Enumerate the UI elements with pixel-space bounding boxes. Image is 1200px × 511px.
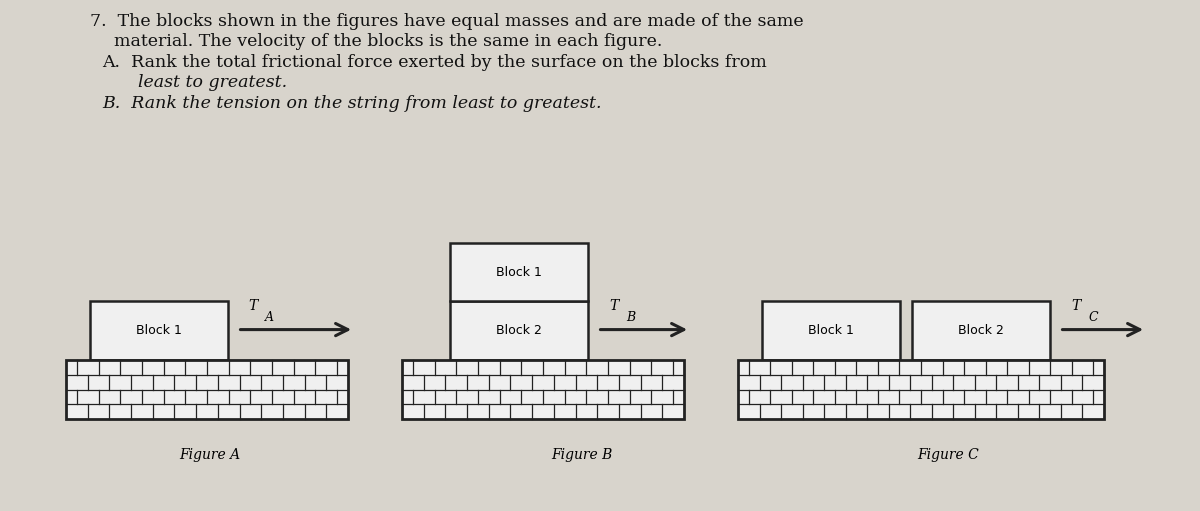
Text: A: A [265, 311, 274, 324]
Bar [912, 301, 1050, 360]
Bar [66, 360, 348, 419]
Bar [738, 360, 1104, 419]
Text: C: C [1088, 311, 1098, 324]
Text: Block 1: Block 1 [496, 266, 542, 278]
Text: Block 2: Block 2 [958, 324, 1004, 337]
Text: A.  Rank the total frictional force exerted by the surface on the blocks from: A. Rank the total frictional force exert… [102, 54, 767, 71]
Text: Figure A: Figure A [180, 449, 240, 462]
Bar [402, 360, 684, 419]
Text: T: T [1072, 299, 1081, 313]
Text: Figure C: Figure C [917, 449, 979, 462]
Text: least to greatest.: least to greatest. [138, 74, 287, 91]
Text: Block 1: Block 1 [808, 324, 854, 337]
Text: Figure B: Figure B [551, 449, 613, 462]
Bar [90, 301, 228, 360]
Text: Block 1: Block 1 [136, 324, 182, 337]
Text: B.  Rank the tension on the string from least to greatest.: B. Rank the tension on the string from l… [102, 95, 601, 111]
Bar [0, 0, 1200, 153]
Text: Block 2: Block 2 [496, 324, 542, 337]
Text: T: T [610, 299, 619, 313]
Text: T: T [248, 299, 258, 313]
Bar [762, 301, 900, 360]
Text: material. The velocity of the blocks is the same in each figure.: material. The velocity of the blocks is … [114, 33, 662, 50]
Text: B: B [626, 311, 636, 324]
Bar [450, 243, 588, 301]
Bar [450, 301, 588, 360]
Text: 7.  The blocks shown in the figures have equal masses and are made of the same: 7. The blocks shown in the figures have … [90, 13, 804, 30]
